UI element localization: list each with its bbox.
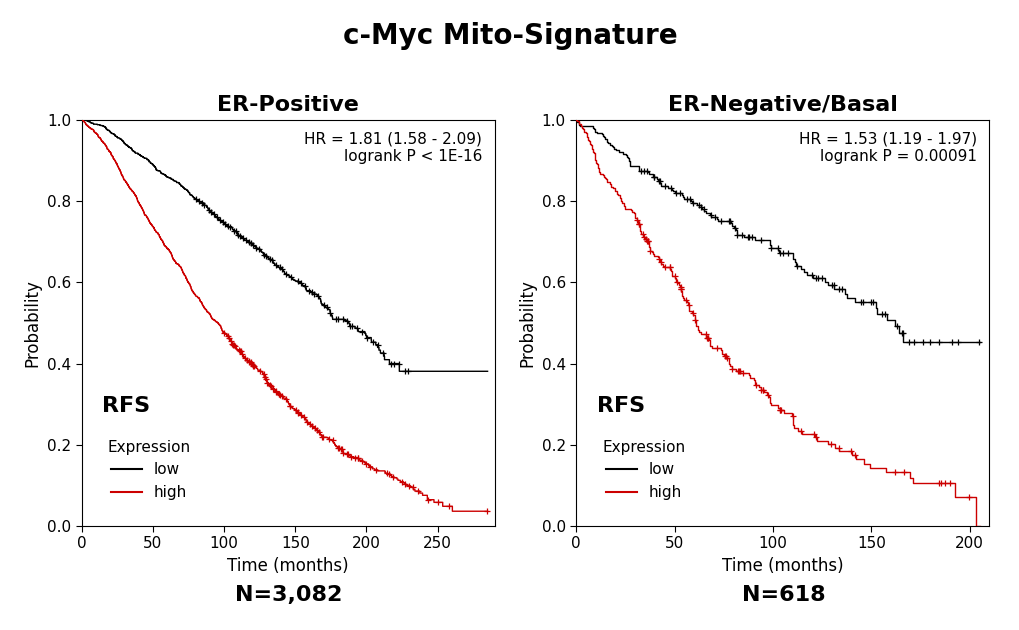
Y-axis label: Probability: Probability: [23, 279, 42, 367]
X-axis label: Time (months): Time (months): [721, 557, 843, 575]
Text: RFS: RFS: [102, 396, 150, 416]
Y-axis label: Probability: Probability: [518, 279, 536, 367]
Text: HR = 1.81 (1.58 - 2.09)
logrank P < 1E-16: HR = 1.81 (1.58 - 2.09) logrank P < 1E-1…: [304, 132, 482, 164]
Title: ER-Positive: ER-Positive: [217, 95, 359, 115]
Title: ER-Negative/Basal: ER-Negative/Basal: [667, 95, 897, 115]
Text: N=3,082: N=3,082: [234, 585, 342, 605]
Legend: low, high: low, high: [102, 433, 197, 507]
Legend: low, high: low, high: [596, 433, 691, 507]
Text: RFS: RFS: [596, 396, 644, 416]
Text: N=618: N=618: [741, 585, 824, 605]
Text: HR = 1.53 (1.19 - 1.97)
logrank P = 0.00091: HR = 1.53 (1.19 - 1.97) logrank P = 0.00…: [798, 132, 976, 164]
Text: c-Myc Mito-Signature: c-Myc Mito-Signature: [342, 22, 677, 50]
X-axis label: Time (months): Time (months): [227, 557, 348, 575]
